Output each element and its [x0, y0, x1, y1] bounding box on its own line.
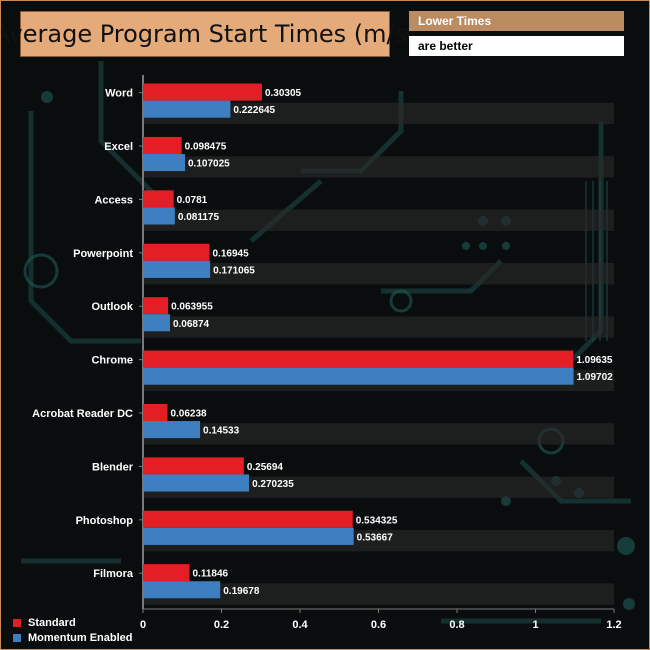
category-label: Chrome [91, 355, 133, 367]
bar-standard [143, 136, 182, 155]
x-tick-label: 1.2 [606, 619, 621, 631]
x-tick-label: 1 [532, 619, 538, 631]
legend-swatch-standard [13, 619, 21, 627]
data-label: 0.0781 [177, 195, 208, 206]
bar-standard [143, 510, 353, 528]
bar-momentum [143, 581, 221, 599]
legend-item-momentum: Momentum Enabled [13, 631, 133, 645]
x-tick-label: 0.4 [292, 619, 308, 631]
legend-label-standard: Standard [28, 617, 76, 629]
data-label: 0.107025 [188, 159, 230, 170]
data-label: 0.098475 [185, 141, 227, 152]
bar-standard [143, 403, 168, 422]
bar-momentum [143, 260, 211, 278]
bar-momentum [143, 207, 175, 225]
category-label: Access [94, 194, 133, 206]
bar-standard [143, 564, 190, 582]
bar-standard [143, 350, 574, 368]
chart-title-box: Average Program Start Times (m/s) [1, 11, 416, 57]
bar-standard [143, 243, 210, 261]
row-band [143, 156, 614, 178]
bar-momentum [143, 154, 186, 172]
row-band [143, 209, 614, 231]
bar-standard [143, 190, 174, 208]
data-label: 0.063955 [171, 302, 213, 313]
category-label: Powerpoint [73, 248, 133, 260]
note-are-better: are better [409, 36, 624, 56]
note-lower-times: Lower Times [409, 11, 624, 31]
data-label: 0.06238 [170, 408, 207, 419]
bar-momentum [143, 314, 170, 332]
data-label: 0.19678 [223, 586, 260, 597]
category-label: Filmora [93, 568, 134, 580]
data-label: 0.16945 [213, 248, 250, 259]
category-label: Excel [104, 141, 133, 153]
data-label: 0.534325 [356, 515, 398, 526]
data-label: 0.222645 [233, 105, 275, 116]
bar-standard [143, 297, 169, 315]
bar-standard [143, 83, 262, 101]
bar-momentum [143, 421, 201, 439]
category-label: Photoshop [76, 515, 134, 527]
row-band [143, 476, 614, 498]
category-label: Acrobat Reader DC [32, 408, 133, 420]
x-tick-label: 0.6 [371, 619, 386, 631]
data-label: 0.270235 [252, 479, 294, 490]
bar-momentum [143, 527, 354, 545]
row-band [143, 423, 614, 445]
bar-momentum [143, 474, 250, 492]
data-label: 0.081175 [178, 212, 220, 223]
bar-momentum [143, 100, 231, 118]
data-label: 0.30305 [265, 88, 302, 99]
legend-label-momentum: Momentum Enabled [28, 632, 133, 644]
x-tick-label: 0.2 [214, 619, 229, 631]
data-label: 0.11846 [192, 569, 228, 580]
data-label: 1.09635 [576, 355, 613, 366]
row-band [143, 262, 614, 285]
data-label: 0.06874 [173, 319, 210, 330]
category-label: Word [105, 88, 133, 100]
row-band [143, 583, 614, 605]
data-label: 0.53667 [357, 532, 394, 543]
category-label: Outlook [91, 301, 133, 313]
x-tick-label: 0 [140, 619, 146, 631]
legend: Standard Momentum Enabled [13, 616, 133, 646]
bar-standard [143, 457, 244, 475]
legend-swatch-momentum [13, 634, 21, 642]
x-tick-label: 0.8 [449, 619, 464, 631]
row-band [143, 316, 614, 338]
data-label: 1.09702 [577, 372, 614, 383]
chart-title: Average Program Start Times (m/s) [0, 20, 417, 48]
data-label: 0.25694 [247, 462, 284, 473]
legend-item-standard: Standard [13, 616, 133, 630]
row-band [143, 102, 614, 125]
category-label: Blender [92, 461, 134, 473]
data-label: 0.171065 [213, 265, 255, 276]
bar-momentum [143, 367, 574, 385]
data-label: 0.14533 [203, 426, 240, 437]
